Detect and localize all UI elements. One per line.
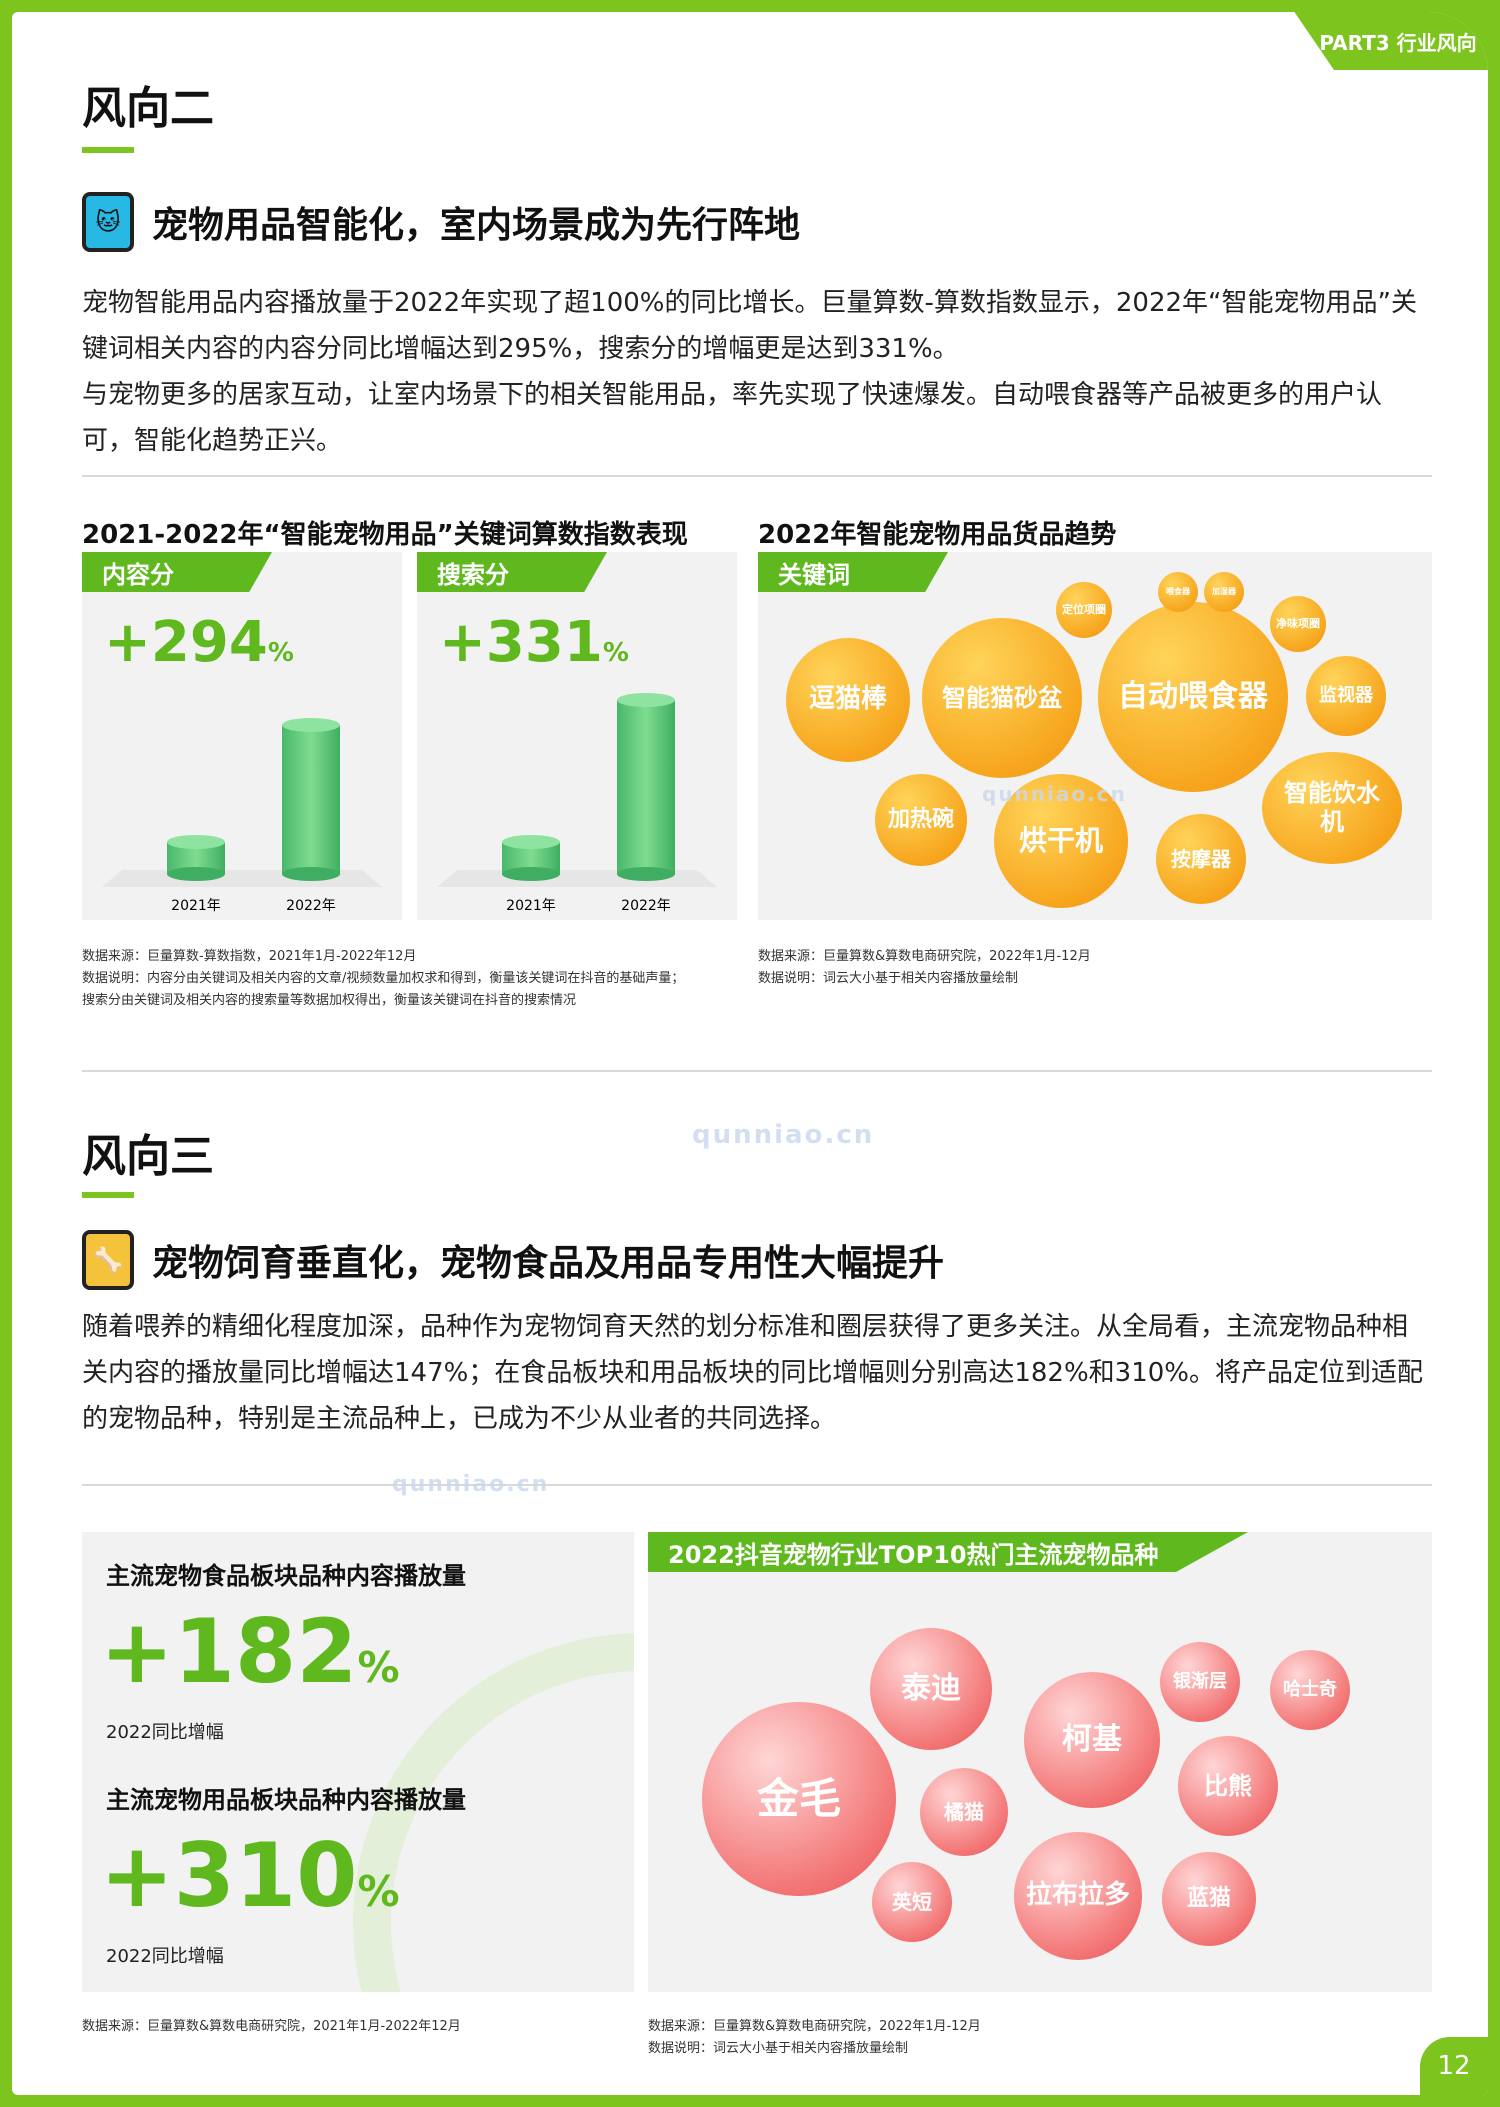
left-data-notes: 数据来源：巨量算数-算数指数，2021年1月-2022年12月 数据说明：内容分… <box>82 946 684 1012</box>
breed-bubble: 英短 <box>872 1862 952 1942</box>
food-stat-sub: 2022同比增幅 <box>106 1722 224 1743</box>
heading-underline <box>82 147 134 153</box>
keyword-bubble: 加湿器 <box>1204 572 1244 612</box>
breed-bubble: 拉布拉多 <box>1014 1832 1142 1960</box>
note-line: 数据说明：词云大小基于相关内容播放量绘制 <box>758 971 1019 986</box>
note-line: 数据来源：巨量算数&算数电商研究院，2022年1月-12月 <box>648 2019 981 2034</box>
section3-subheading: 🦴 宠物饲育垂直化，宠物食品及用品专用性大幅提升 <box>82 1230 944 1290</box>
decorative-ring <box>353 1633 634 1992</box>
bar-2022-bottom <box>617 867 675 881</box>
note-line: 搜索分由关键词及相关内容的搜索量等数据加权得出，衡量该关键词在抖音的搜索情况 <box>82 993 577 1008</box>
search-score-panel: 搜索分 +331% 2021年 2022年 <box>417 552 737 920</box>
content-score-panel: 内容分 +294% 2021年 2022年 <box>82 552 402 920</box>
section2-subheading-text: 宠物用品智能化，室内场景成为先行阵地 <box>152 205 801 246</box>
divider <box>82 1484 1432 1486</box>
search-score-tag: 搜索分 <box>417 552 607 592</box>
tick-2021: 2021年 <box>506 898 556 914</box>
content-score-number: +294 <box>104 610 268 675</box>
food-data-note: 数据来源：巨量算数&算数电商研究院，2021年1月-2022年12月 <box>82 2019 461 2034</box>
food-stat-label: 主流宠物食品板块品种内容播放量 <box>106 1562 466 1590</box>
food-stat-number: +182 <box>100 1600 358 1703</box>
search-score-unit: % <box>602 638 629 668</box>
keyword-bubble: 定位项圈 <box>1056 582 1112 638</box>
keyword-bubble: 烘干机 <box>994 774 1128 908</box>
breed-bubble: 哈士奇 <box>1270 1650 1350 1730</box>
growth-stats-panel: 主流宠物食品板块品种内容播放量 +182% 2022同比增幅 主流宠物用品板块品… <box>82 1532 634 1992</box>
breed-bubble: 柯基 <box>1024 1672 1160 1808</box>
breed-bubble: 泰迪 <box>870 1628 992 1750</box>
smartphone-cat-icon: 🐱 <box>82 192 134 252</box>
keyword-bubble: 自动喂食器 <box>1098 602 1288 792</box>
bar-2022 <box>282 725 340 874</box>
note-line: 数据来源：巨量算数-算数指数，2021年1月-2022年12月 <box>82 949 417 964</box>
supplies-stat-label: 主流宠物用品板块品种内容播放量 <box>106 1786 466 1814</box>
keyword-bubble: 逗猫棒 <box>786 638 910 762</box>
supplies-stat-sub: 2022同比增幅 <box>106 1946 224 1967</box>
section3-heading: 风向三 <box>82 1131 214 1182</box>
breeds-data-notes: 数据来源：巨量算数&算数电商研究院，2022年1月-12月 数据说明：词云大小基… <box>648 2016 981 2060</box>
breed-bubble: 银渐层 <box>1160 1642 1240 1722</box>
note-line: 数据说明：词云大小基于相关内容播放量绘制 <box>648 2041 909 2056</box>
section3-paragraph: 随着喂养的精细化程度加深，品种作为宠物饲育天然的划分标准和圈层获得了更多关注。从… <box>82 1312 1423 1434</box>
keyword-bubble: 按摩器 <box>1156 814 1246 904</box>
watermark: qunniao.cn <box>982 782 1127 806</box>
keyword-bubble: 加热碗 <box>875 774 967 866</box>
tick-2022: 2022年 <box>286 898 336 914</box>
pet-food-bag-icon: 🦴 <box>82 1230 134 1290</box>
bar-2022-top <box>282 718 340 732</box>
section2-heading: 风向二 <box>82 83 214 134</box>
page-number: 12 <box>1420 2037 1488 2095</box>
section2-paragraph-2: 与宠物更多的居家互动，让室内场景下的相关智能用品，率先实现了快速爆发。自动喂食器… <box>82 380 1383 456</box>
bar-2021-top <box>167 835 225 849</box>
watermark: qunniao.cn <box>392 1472 550 1497</box>
divider <box>82 1070 1432 1072</box>
breed-bubble: 金毛 <box>702 1702 896 1896</box>
content-score-chart: 2021年 2022年 <box>102 718 382 914</box>
keyword-bubble-panel: 关键词 逗猫棒 智能猫砂盆 自动喂食器 加热碗 烘干机 按摩器 智能饮水机 监视… <box>758 552 1432 920</box>
food-stat-unit: % <box>357 1643 400 1692</box>
breed-bubble: 比熊 <box>1178 1736 1278 1836</box>
breeds-title: 2022抖音宠物行业TOP10热门主流宠物品种 <box>648 1532 1248 1572</box>
watermark: qunniao.cn <box>692 1120 875 1150</box>
right-data-notes: 数据来源：巨量算数&算数电商研究院，2022年1月-12月 数据说明：词云大小基… <box>758 946 1091 990</box>
food-stat-value: +182% <box>100 1600 400 1703</box>
keyword-bubble: 智能饮水机 <box>1262 752 1402 864</box>
content-score-tag: 内容分 <box>82 552 272 592</box>
search-score-number: +331 <box>439 610 603 675</box>
tick-2022: 2022年 <box>621 898 671 914</box>
content-score-unit: % <box>267 638 294 668</box>
keyword-bubble: 监视器 <box>1306 656 1386 736</box>
content-score-value: +294% <box>104 610 294 675</box>
bar-2021-top <box>502 835 560 849</box>
bar-2022-top <box>617 693 675 707</box>
keyword-bubble: 智能猫砂盆 <box>922 618 1082 778</box>
section-tag: PART3 行业风向 <box>1294 12 1488 70</box>
right-chart-title: 2022年智能宠物用品货品趋势 <box>758 520 1117 550</box>
section2-paragraph-1: 宠物智能用品内容播放量于2022年实现了超100%的同比增长。巨量算数-算数指数… <box>82 288 1417 364</box>
heading-underline <box>82 1192 134 1198</box>
supplies-stat-value: +310% <box>100 1824 400 1927</box>
search-score-chart: 2021年 2022年 <box>437 693 717 914</box>
bar-2022 <box>617 700 675 874</box>
breeds-bubble-panel: 2022抖音宠物行业TOP10热门主流宠物品种 金毛 泰迪 柯基 银渐层 哈士奇… <box>648 1532 1432 1992</box>
divider <box>82 475 1432 477</box>
bar-2021-bottom <box>502 867 560 881</box>
bar-2022-bottom <box>282 867 340 881</box>
section2-subheading: 🐱 宠物用品智能化，室内场景成为先行阵地 <box>82 192 800 252</box>
breed-bubble: 蓝猫 <box>1162 1852 1256 1946</box>
report-page: PART3 行业风向 风向二 🐱 宠物用品智能化，室内场景成为先行阵地 宠物智能… <box>12 12 1488 2095</box>
left-chart-title: 2021-2022年“智能宠物用品”关键词算数指数表现 <box>82 520 688 550</box>
section3-subheading-text: 宠物饲育垂直化，宠物食品及用品专用性大幅提升 <box>152 1243 945 1284</box>
keyword-bubble: 喂食器 <box>1158 572 1198 612</box>
tick-2021: 2021年 <box>171 898 221 914</box>
supplies-stat-unit: % <box>357 1867 400 1916</box>
bar-2021-bottom <box>167 867 225 881</box>
breed-bubble: 橘猫 <box>920 1768 1008 1856</box>
note-line: 数据说明：内容分由关键词及相关内容的文章/视频数量加权求和得到，衡量该关键词在抖… <box>82 971 685 986</box>
supplies-stat-number: +310 <box>100 1824 358 1927</box>
note-line: 数据来源：巨量算数&算数电商研究院，2022年1月-12月 <box>758 949 1091 964</box>
keyword-bubble: 净味项圈 <box>1270 596 1326 652</box>
search-score-value: +331% <box>439 610 629 675</box>
keyword-tag: 关键词 <box>758 552 948 592</box>
